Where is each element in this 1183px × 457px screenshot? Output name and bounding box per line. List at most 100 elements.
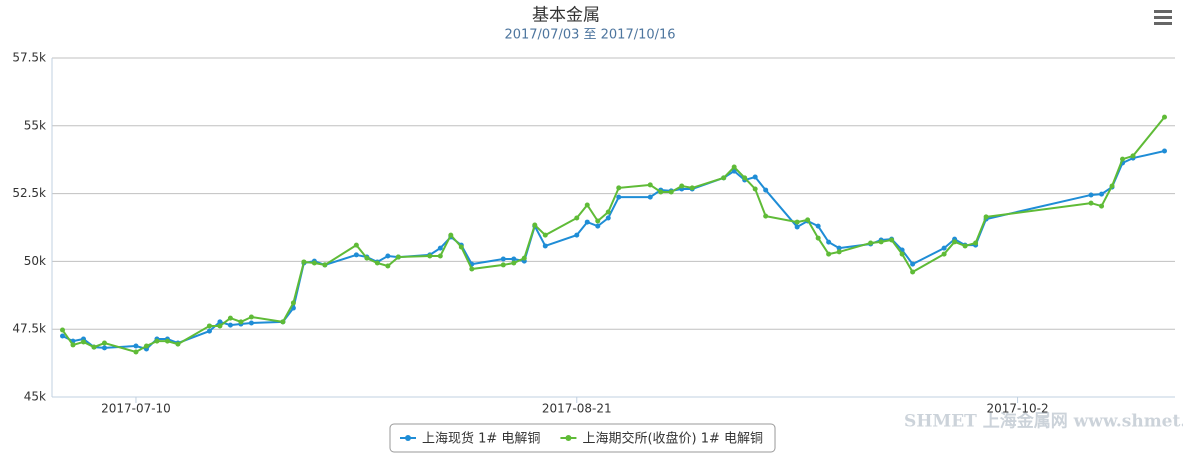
data-point bbox=[217, 323, 223, 329]
data-point bbox=[1099, 191, 1105, 197]
data-point bbox=[815, 223, 821, 229]
data-point bbox=[385, 263, 391, 269]
data-point bbox=[437, 253, 443, 259]
data-point bbox=[1088, 200, 1094, 206]
data-point bbox=[899, 251, 905, 257]
menu-button[interactable] bbox=[1152, 8, 1174, 26]
data-point bbox=[353, 252, 359, 258]
series-line bbox=[61, 116, 1166, 354]
data-point bbox=[238, 319, 244, 325]
data-point bbox=[910, 261, 916, 267]
data-point bbox=[80, 339, 86, 345]
data-point bbox=[689, 185, 695, 191]
data-point bbox=[595, 223, 601, 229]
data-point bbox=[1162, 148, 1168, 154]
data-point bbox=[500, 256, 506, 262]
data-point bbox=[143, 343, 149, 349]
x-tick-label: 2017-07-10 bbox=[101, 402, 171, 416]
data-point bbox=[175, 341, 181, 347]
legend-label: 上海现货 1# 电解铜 bbox=[422, 431, 540, 447]
data-point bbox=[311, 260, 317, 266]
chart-subtitle: 2017/07/03 至 2017/10/16 bbox=[504, 28, 675, 43]
data-point bbox=[679, 183, 685, 189]
data-point bbox=[836, 245, 842, 251]
data-point bbox=[584, 202, 590, 208]
data-point bbox=[91, 344, 97, 350]
data-point bbox=[584, 219, 590, 225]
data-point bbox=[101, 340, 107, 346]
data-point bbox=[868, 240, 874, 246]
data-point bbox=[521, 255, 527, 261]
data-point bbox=[469, 266, 475, 272]
data-point bbox=[133, 343, 139, 349]
data-point bbox=[500, 262, 506, 268]
data-point bbox=[70, 342, 76, 348]
data-point bbox=[962, 243, 968, 249]
data-point bbox=[385, 253, 391, 259]
data-point bbox=[658, 189, 664, 195]
data-point bbox=[427, 253, 433, 259]
data-point bbox=[1109, 183, 1115, 189]
data-point bbox=[826, 251, 832, 257]
data-point bbox=[511, 260, 517, 266]
data-point bbox=[731, 164, 737, 170]
legend: 上海现货 1# 电解铜 上海期交所(收盘价) 1# 电解铜 bbox=[389, 423, 776, 453]
watermark: SHMET 上海金属网 www.shmet.com bbox=[904, 411, 1183, 432]
x-tick-label: 2017-10-2 bbox=[987, 402, 1049, 416]
data-point bbox=[815, 235, 821, 241]
data-point bbox=[595, 218, 601, 224]
y-tick-label: 45k bbox=[24, 390, 46, 404]
data-point bbox=[59, 333, 65, 339]
data-point bbox=[574, 232, 580, 238]
data-point bbox=[889, 237, 895, 243]
data-point bbox=[752, 186, 758, 192]
data-point bbox=[532, 222, 538, 228]
data-point bbox=[448, 232, 454, 238]
data-point bbox=[668, 189, 674, 195]
data-point bbox=[731, 168, 737, 174]
data-point bbox=[227, 322, 233, 328]
data-point bbox=[605, 209, 611, 215]
data-point bbox=[763, 213, 769, 219]
data-point bbox=[217, 319, 223, 325]
data-point bbox=[752, 174, 758, 180]
menu-bar bbox=[1154, 16, 1172, 19]
y-tick-label: 50k bbox=[24, 254, 46, 268]
data-point bbox=[154, 338, 160, 344]
data-point bbox=[941, 245, 947, 251]
data-point bbox=[227, 315, 233, 321]
data-point bbox=[164, 338, 170, 344]
data-point bbox=[574, 215, 580, 221]
data-point bbox=[910, 269, 916, 275]
data-point bbox=[721, 175, 727, 181]
data-point bbox=[647, 194, 653, 200]
data-point bbox=[374, 260, 380, 266]
menu-bar bbox=[1154, 10, 1172, 13]
data-point bbox=[1088, 192, 1094, 198]
data-point bbox=[1120, 156, 1126, 162]
data-point bbox=[322, 262, 328, 268]
data-point bbox=[763, 187, 769, 193]
data-point bbox=[290, 300, 296, 306]
data-point bbox=[1130, 153, 1136, 159]
legend-box bbox=[389, 423, 776, 453]
y-tick-label: 52.5k bbox=[12, 186, 46, 200]
data-point bbox=[794, 224, 800, 230]
data-point bbox=[364, 255, 370, 261]
data-point bbox=[805, 217, 811, 223]
data-point bbox=[248, 314, 254, 320]
y-tick-label: 57.5k bbox=[12, 51, 46, 65]
data-point bbox=[206, 328, 212, 334]
data-point bbox=[616, 185, 622, 191]
legend-item[interactable]: 上海现货 1# 电解铜 bbox=[400, 431, 540, 447]
data-point bbox=[878, 239, 884, 245]
y-tick-label: 55k bbox=[24, 118, 46, 132]
legend-item[interactable]: 上海期交所(收盘价) 1# 电解铜 bbox=[560, 431, 763, 447]
data-point bbox=[941, 251, 947, 257]
y-tick-label: 47.5k bbox=[12, 322, 46, 336]
legend-label: 上海期交所(收盘价) 1# 电解铜 bbox=[582, 431, 763, 447]
data-point bbox=[280, 319, 286, 325]
data-point bbox=[826, 239, 832, 245]
data-point bbox=[983, 214, 989, 220]
